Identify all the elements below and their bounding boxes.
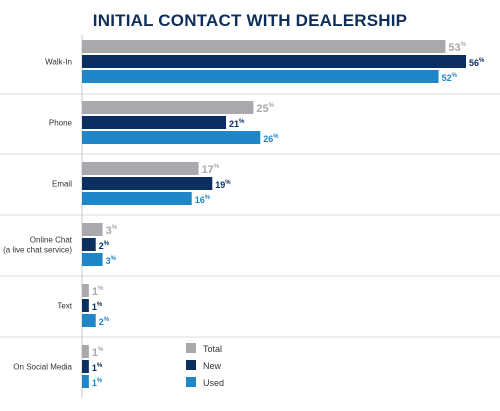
category-label: Online Chat bbox=[30, 236, 73, 245]
bar-new bbox=[82, 360, 89, 373]
data-label: 53% bbox=[448, 42, 466, 54]
category-label: Phone bbox=[49, 119, 73, 128]
legend-label: Used bbox=[203, 378, 224, 388]
data-label: 2% bbox=[99, 241, 110, 251]
data-label: 1% bbox=[92, 347, 104, 359]
bar-used bbox=[82, 375, 89, 388]
data-label: 52% bbox=[442, 73, 458, 83]
category-label: Text bbox=[57, 302, 72, 311]
legend-swatch bbox=[186, 343, 196, 353]
data-label: 1% bbox=[92, 286, 104, 298]
chart-title: INITIAL CONTACT WITH DEALERSHIP bbox=[92, 11, 408, 30]
bar-total bbox=[82, 284, 89, 297]
data-label: 25% bbox=[256, 103, 274, 115]
legend-swatch bbox=[186, 360, 196, 370]
category-label: Email bbox=[52, 180, 72, 189]
data-label: 2% bbox=[99, 317, 110, 327]
bar-new bbox=[82, 177, 213, 190]
bar-total bbox=[82, 162, 199, 175]
bar-total bbox=[82, 345, 89, 358]
data-label: 16% bbox=[195, 195, 211, 205]
bar-used bbox=[82, 70, 439, 83]
data-label: 1% bbox=[92, 302, 103, 312]
bar-total bbox=[82, 40, 446, 53]
legend-label: Total bbox=[203, 344, 222, 354]
data-label: 26% bbox=[263, 134, 279, 144]
data-label: 19% bbox=[215, 180, 231, 190]
bar-new bbox=[82, 55, 466, 68]
legend-swatch bbox=[186, 377, 196, 387]
data-label: 1% bbox=[92, 378, 103, 388]
bar-used bbox=[82, 314, 96, 327]
data-label: 17% bbox=[202, 164, 220, 176]
bar-new bbox=[82, 116, 226, 129]
bar-used bbox=[82, 192, 192, 205]
data-label: 56% bbox=[469, 58, 485, 68]
data-label: 21% bbox=[229, 119, 245, 129]
bar-total bbox=[82, 223, 103, 236]
category-label: (a live chat service) bbox=[3, 246, 72, 255]
data-label: 3% bbox=[106, 256, 117, 266]
category-label: Walk-In bbox=[45, 58, 72, 67]
bar-total bbox=[82, 101, 254, 114]
category-label: On Social Media bbox=[13, 363, 72, 372]
bar-used bbox=[82, 131, 261, 144]
bar-new bbox=[82, 299, 89, 312]
bar-used bbox=[82, 253, 103, 266]
data-label: 3% bbox=[106, 225, 118, 237]
legend-label: New bbox=[203, 361, 222, 371]
data-label: 1% bbox=[92, 363, 103, 373]
bar-new bbox=[82, 238, 96, 251]
